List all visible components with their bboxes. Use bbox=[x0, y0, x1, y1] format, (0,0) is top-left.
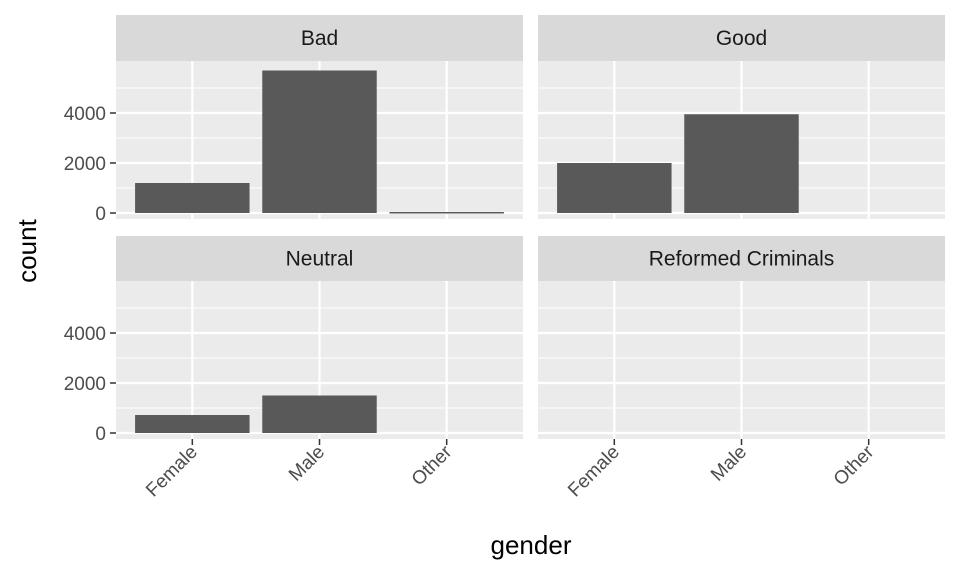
facet-strip bbox=[116, 236, 523, 281]
facet-panel-bad: Bad 0 2000 4000 bbox=[64, 15, 523, 225]
y-tick-label: 4000 bbox=[64, 104, 106, 125]
x-tick-label: Male bbox=[707, 442, 751, 486]
x-tick-label: Male bbox=[285, 442, 329, 486]
facet-strip-label: Reformed Criminals bbox=[649, 248, 835, 271]
facet-strip-label: Bad bbox=[301, 27, 338, 50]
bar-female bbox=[135, 415, 250, 433]
bar-other bbox=[389, 212, 504, 214]
y-axis-title: count bbox=[12, 218, 42, 282]
facet-panel-neutral: Neutral 0 2000 4000 Female Male Other bbox=[64, 236, 523, 501]
facet-panel-reformed-criminals: Reformed Criminals Female Male Other bbox=[538, 236, 945, 501]
x-tick-label: Female bbox=[564, 442, 624, 502]
facet-strip bbox=[538, 15, 945, 61]
y-tick-label: 2000 bbox=[64, 154, 106, 175]
facet-strip bbox=[538, 236, 945, 281]
bar-female bbox=[557, 163, 672, 213]
bar-male bbox=[684, 114, 799, 213]
bar-male bbox=[262, 395, 377, 433]
y-tick-label: 0 bbox=[95, 424, 106, 445]
facet-strip bbox=[116, 15, 523, 61]
x-axis-title: gender bbox=[491, 530, 572, 560]
facet-strip-label: Good bbox=[716, 27, 767, 50]
facet-panel-good: Good bbox=[538, 15, 945, 219]
x-tick-label: Other bbox=[830, 441, 879, 490]
y-tick-label: 2000 bbox=[64, 374, 106, 395]
facet-strip-label: Neutral bbox=[286, 248, 354, 271]
y-tick-label: 4000 bbox=[64, 324, 106, 345]
x-tick-label: Female bbox=[142, 442, 202, 502]
bar-male bbox=[262, 70, 377, 213]
bar-female bbox=[135, 183, 250, 213]
x-tick-label: Other bbox=[408, 441, 457, 490]
y-tick-label: 0 bbox=[95, 204, 106, 225]
